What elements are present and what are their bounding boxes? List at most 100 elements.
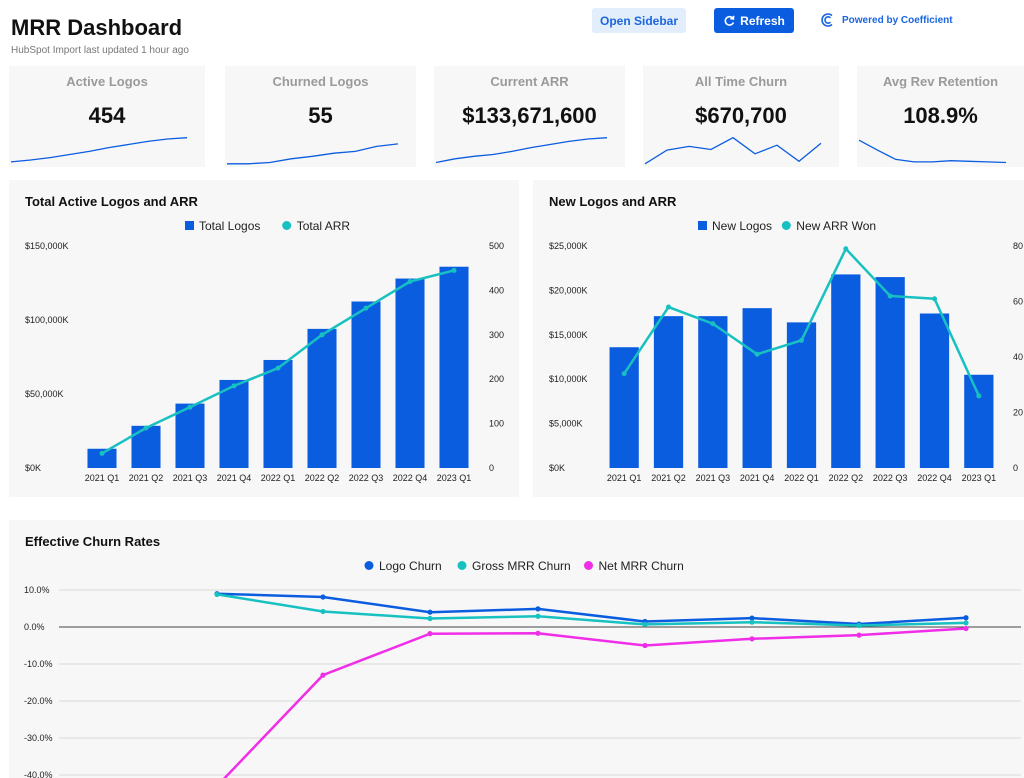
line-point	[642, 642, 648, 649]
x-tick-label: 2022 Q1	[261, 473, 296, 483]
y2-tick-label: 20	[1013, 408, 1023, 418]
kpi-value: 108.9%	[903, 103, 978, 128]
bar	[964, 374, 994, 468]
line-point	[749, 615, 755, 621]
legend-swatch-line	[282, 221, 292, 230]
series-line	[223, 627, 967, 778]
legend-swatch	[364, 561, 374, 570]
line-point	[363, 305, 369, 311]
y-tick-label: $15,000K	[549, 330, 588, 340]
line-point	[535, 606, 541, 612]
y2-tick-label: 0	[1013, 463, 1018, 473]
kpi-value: 454	[88, 103, 126, 128]
bar	[395, 278, 425, 468]
line-point	[187, 404, 193, 410]
x-tick-label: 2021 Q4	[217, 473, 252, 483]
open-sidebar-button[interactable]: Open Sidebar	[592, 8, 686, 33]
x-tick-label: 2021 Q2	[651, 473, 686, 483]
kpi-label: Avg Rev Retention	[882, 74, 999, 89]
kpi-card-current-arr: Current ARR $133,671,600	[434, 66, 625, 167]
kpi-sparkline	[227, 143, 399, 165]
line-point	[320, 672, 326, 678]
chart-legend: Logo Churn Gross MRR Churn Net MRR Churn	[364, 559, 684, 573]
kpi-value: 55	[308, 103, 333, 128]
bar	[919, 313, 950, 468]
y2-tick-label: 300	[489, 330, 504, 340]
y2-tick-label: 100	[489, 419, 504, 429]
chart-new-logos-arr: New Logos New ARR Won $25,000K $20,000K $15,…	[549, 219, 1023, 483]
legend-swatch-bar	[185, 221, 194, 230]
x-tick-label: 2022 Q2	[829, 473, 864, 483]
page-subtitle: HubSpot Import last updated 1 hour ago	[11, 45, 189, 56]
refresh-button[interactable]: Refresh	[714, 8, 794, 33]
line-point	[710, 321, 716, 327]
chart-title: Effective Churn Rates	[25, 534, 161, 549]
kpi-card-all-time-churn: All Time Churn $670,700	[643, 66, 839, 167]
kpi-value: $133,671,600	[462, 103, 597, 128]
series-line	[216, 592, 967, 626]
kpi-label: Current ARR	[490, 74, 569, 89]
chart-total-active-logos-arr: Total Logos Total ARR $150,000K $100,000K $5…	[25, 219, 504, 483]
x-tick-label: 2022 Q3	[873, 473, 908, 483]
line-point	[275, 365, 281, 371]
bar	[439, 266, 469, 468]
x-tick-label: 2021 Q3	[696, 473, 731, 483]
refresh-label: Refresh	[740, 13, 785, 28]
kpi-label: Active Logos	[66, 74, 148, 89]
kpi-sparkline	[644, 136, 822, 165]
line-point	[932, 296, 937, 302]
y-tick-label: 10.0%	[24, 585, 50, 595]
line-point	[856, 632, 862, 638]
y2-tick-label: 80	[1013, 241, 1023, 251]
line-point	[535, 630, 541, 636]
chart-title: New Logos and ARR	[549, 194, 677, 209]
x-tick-label: 2021 Q2	[129, 473, 164, 483]
legend-label: Gross MRR Churn	[472, 559, 571, 573]
kpi-label: Churned Logos	[272, 74, 369, 89]
line-point	[963, 625, 969, 632]
x-tick-label: 2022 Q3	[349, 473, 384, 483]
x-tick-label: 2021 Q3	[173, 473, 208, 483]
y2-tick-label: 200	[489, 374, 504, 384]
kpi-sparkline	[858, 139, 1007, 164]
page-title: MRR Dashboard	[11, 15, 183, 40]
y-tick-label: -20.0%	[24, 696, 53, 706]
legend-label: Logo Churn	[379, 559, 442, 573]
panel-effective-churn-rates: Effective Churn Rates Logo Churn Gross MR…	[9, 520, 1024, 778]
x-tick-label: 2023 Q1	[962, 473, 997, 483]
y-tick-label: -30.0%	[24, 733, 53, 743]
legend-swatch-line	[781, 221, 791, 230]
coefficient-logo-icon	[821, 13, 833, 27]
y-tick-label: $50,000K	[25, 389, 64, 399]
legend-label: Total ARR	[297, 219, 351, 233]
line-point	[427, 631, 433, 637]
y2-tick-label: 0	[489, 463, 494, 473]
chart-legend: Total Logos Total ARR	[185, 219, 350, 233]
line-point	[407, 279, 413, 285]
y-tick-label: $20,000K	[549, 285, 588, 295]
legend-label: New ARR Won	[796, 219, 876, 233]
legend-label: New Logos	[712, 219, 772, 233]
y2-tick-label: 40	[1013, 352, 1023, 362]
powered-by-link[interactable]: Powered by Coefficient	[820, 12, 953, 28]
line-point	[666, 304, 671, 310]
y-tick-label: -40.0%	[24, 770, 53, 778]
bar	[263, 359, 293, 468]
y-tick-label: $0K	[25, 463, 41, 473]
sparkline-path	[227, 143, 399, 165]
line-point	[642, 621, 648, 628]
panel-total-active-logos-arr: Total Active Logos and ARR Total Logos To…	[9, 180, 519, 497]
line-point	[451, 267, 457, 273]
legend-swatch	[457, 561, 467, 570]
y2-tick-label: 60	[1013, 297, 1023, 307]
line-point	[963, 615, 969, 621]
legend-swatch	[584, 561, 593, 570]
bar	[351, 301, 381, 468]
bar	[875, 277, 905, 468]
sparkline-path	[10, 137, 188, 163]
bar	[698, 316, 728, 468]
line-point	[749, 619, 755, 625]
kpi-sparkline	[10, 137, 188, 163]
line-point	[799, 337, 804, 343]
line-point	[99, 450, 105, 456]
